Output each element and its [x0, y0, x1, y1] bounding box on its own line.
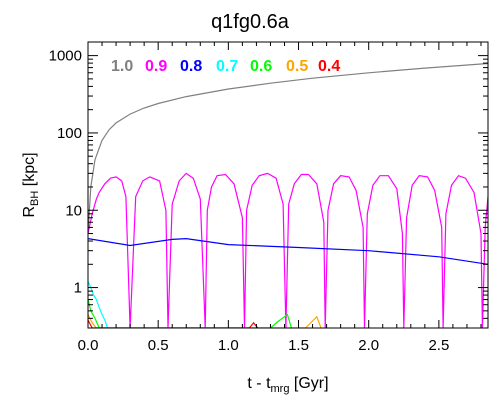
plot-area	[88, 62, 488, 328]
y-tick-label: 1	[74, 280, 82, 297]
y-tick-label: 100	[57, 125, 82, 142]
series-line-0.4	[88, 319, 259, 328]
x-axis-label-unit: [Gyr]	[289, 375, 328, 392]
series-line-0.8	[88, 237, 488, 265]
y-tick-label: 1000	[49, 48, 82, 65]
chart-title: q1fg0.6a	[211, 11, 290, 33]
x-tick-label: 0.5	[148, 337, 169, 354]
plot-frame	[87, 41, 489, 329]
x-axis-label: t - tmrg [Gyr]	[247, 375, 328, 395]
x-tick-label: 2.0	[358, 337, 379, 354]
legend-item-0.5: 0.5	[286, 58, 308, 75]
series-line-1.0	[88, 62, 488, 234]
legend-item-0.7: 0.7	[216, 58, 238, 75]
y-axis-label-unit: [kpc]	[21, 152, 38, 190]
y-axis-label: RBH [kpc]	[21, 152, 41, 217]
series-line-0.7	[88, 281, 109, 328]
series-line-0.9	[88, 172, 488, 328]
y-axis-label-main: R	[21, 206, 38, 218]
legend-item-0.4: 0.4	[318, 58, 340, 75]
axis-ticks: 0.0 0.5 1.0 1.5 2.0 2.5 1 10 100 1000	[49, 42, 488, 354]
x-tick-label: 2.5	[428, 337, 449, 354]
legend-item-0.9: 0.9	[145, 58, 167, 75]
legend-item-1.0: 1.0	[111, 58, 133, 75]
x-axis-label-main: t - t	[247, 375, 271, 392]
y-tick-label: 10	[65, 202, 82, 219]
series-line-0.6	[88, 299, 293, 328]
y-axis-label-sub: BH	[29, 191, 41, 206]
legend-item-0.6: 0.6	[250, 58, 272, 75]
x-tick-label: 1.5	[288, 337, 309, 354]
x-tick-label: 0.0	[78, 337, 99, 354]
x-tick-label: 1.0	[218, 337, 239, 354]
series-line-0.5	[88, 314, 322, 328]
x-axis-label-sub: mrg	[271, 383, 290, 395]
legend: 1.0 0.9 0.8 0.7 0.6 0.5 0.4	[111, 58, 340, 75]
legend-item-0.8: 0.8	[180, 58, 202, 75]
